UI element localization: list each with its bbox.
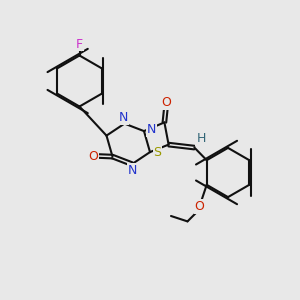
Text: H: H (196, 132, 206, 145)
Text: F: F (76, 38, 83, 51)
Text: O: O (195, 200, 204, 213)
Text: O: O (88, 149, 98, 163)
Text: N: N (119, 111, 129, 124)
Text: O: O (161, 96, 171, 109)
Text: N: N (147, 123, 156, 136)
Text: N: N (128, 164, 137, 177)
Text: S: S (154, 146, 161, 159)
